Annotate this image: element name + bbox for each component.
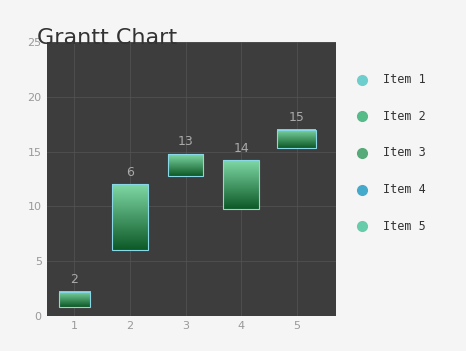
Bar [223, 160, 259, 208]
Text: Item 1: Item 1 [383, 73, 425, 86]
Bar [277, 130, 316, 148]
Text: 13: 13 [178, 135, 193, 148]
Text: Item 3: Item 3 [383, 146, 425, 159]
Bar [59, 292, 90, 307]
Bar [112, 185, 148, 250]
Text: 2: 2 [70, 273, 78, 286]
Text: Item 5: Item 5 [383, 220, 425, 233]
Text: Item 4: Item 4 [383, 183, 425, 196]
Text: 14: 14 [233, 142, 249, 155]
Text: 15: 15 [289, 111, 305, 124]
Text: 6: 6 [126, 166, 134, 179]
Text: Grantt Chart: Grantt Chart [37, 28, 178, 48]
Bar [168, 154, 203, 176]
Text: Item 2: Item 2 [383, 110, 425, 123]
